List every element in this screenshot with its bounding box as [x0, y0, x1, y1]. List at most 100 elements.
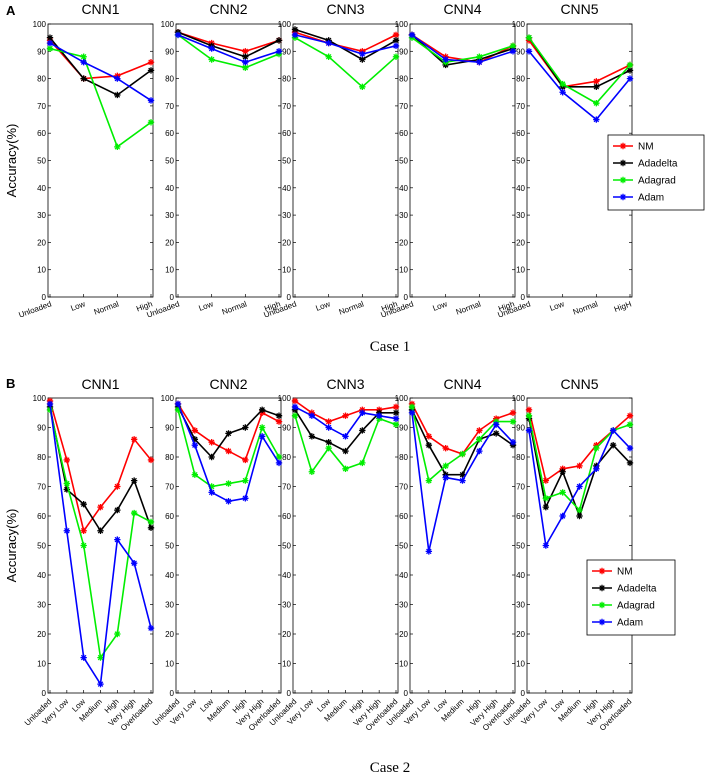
y-tick-label: 20: [282, 630, 291, 639]
point-adagrad: [147, 518, 155, 526]
line-adagrad: [528, 37, 631, 105]
point-adagrad: [408, 403, 416, 411]
point-adam: [275, 459, 283, 467]
y-tick-label: 30: [165, 211, 174, 220]
series-adagrad: [291, 412, 400, 475]
series-adam: [408, 409, 517, 555]
point-adadelta: [576, 512, 583, 520]
subplot-cnn1-case-1: CNN1 0 10 20 30 40 50 60 70 80 90 100 Unloaded Low Nor…: [17, 1, 155, 320]
y-tick-label: 70: [282, 102, 291, 111]
point-adam: [225, 498, 232, 505]
point-adagrad: [559, 80, 566, 88]
y-tick-label: 80: [165, 75, 174, 84]
point-adagrad: [525, 34, 533, 41]
point-nm: [392, 403, 400, 411]
point-adadelta: [542, 503, 550, 511]
y-tick-label: 20: [37, 630, 46, 639]
point-adam: [542, 542, 550, 549]
y-tick-label: 30: [165, 601, 174, 610]
point-adam: [392, 42, 400, 50]
point-adagrad: [342, 465, 349, 472]
point-nm: [242, 48, 249, 55]
point-adadelta: [593, 83, 600, 90]
y-tick-label: 60: [516, 129, 525, 138]
legend-swatch-marker: [598, 601, 606, 609]
legend-swatch-marker: [619, 159, 627, 167]
legend-label: NM: [638, 142, 654, 153]
series-adam: [525, 48, 634, 123]
point-adadelta: [242, 424, 249, 431]
case-label-2: Case 2: [370, 760, 410, 776]
y-tick-label: 80: [516, 453, 525, 462]
point-adam: [609, 427, 617, 434]
y-tick-label: 60: [282, 512, 291, 521]
y-tick-label: 0: [521, 293, 526, 302]
y-tick-label: 0: [170, 689, 175, 698]
y-tick-label: 30: [516, 601, 525, 610]
x-tick-label-unloaded: Unloaded: [17, 299, 52, 319]
point-adagrad: [476, 53, 483, 60]
line-adagrad: [49, 47, 152, 149]
plot-frame: [409, 397, 516, 694]
point-nm: [114, 483, 121, 490]
subplot-title: CNN4: [443, 1, 481, 17]
subplot-title: CNN3: [326, 1, 364, 17]
point-adadelta: [147, 67, 155, 74]
y-tick-label: 90: [516, 47, 525, 56]
y-tick-label: 10: [282, 266, 291, 275]
y-tick-label: 90: [37, 47, 46, 56]
y-tick-label: 90: [37, 424, 46, 433]
y-tick-label: 0: [404, 689, 409, 698]
legend-label: NM: [617, 567, 633, 578]
point-adadelta: [342, 447, 349, 455]
y-tick-label: 70: [165, 102, 174, 111]
point-nm: [147, 456, 155, 464]
y-tick-label: 10: [165, 266, 174, 275]
subplot-title: CNN5: [560, 1, 598, 17]
y-tick-label: 50: [37, 542, 46, 551]
y-tick-label: 10: [165, 660, 174, 669]
point-adam: [525, 48, 533, 55]
point-adam: [242, 59, 249, 66]
y-tick-label: 100: [512, 20, 526, 29]
y-tick-label: 60: [516, 512, 525, 521]
point-adagrad: [626, 61, 634, 69]
y-tick-label: 40: [282, 184, 291, 193]
subplot-title: CNN1: [81, 1, 119, 17]
series-adagrad: [291, 34, 400, 90]
y-tick-label: 20: [399, 238, 408, 247]
point-adadelta: [325, 439, 332, 446]
point-adadelta: [492, 430, 500, 437]
y-tick-label: 50: [516, 542, 525, 551]
x-tick-label-normal: Normal: [455, 299, 483, 316]
point-adam: [174, 31, 182, 39]
point-adam: [442, 474, 449, 481]
point-adagrad: [242, 64, 249, 71]
legend-item-nm: NM: [592, 567, 633, 578]
series-adadelta: [46, 34, 155, 99]
point-nm: [425, 433, 433, 440]
point-nm: [593, 78, 600, 85]
legend-item-adadelta: Adadelta: [592, 584, 657, 595]
y-tick-label: 90: [516, 424, 525, 433]
point-adam: [509, 48, 517, 55]
point-adam: [63, 527, 71, 534]
plot-frame: [409, 23, 516, 298]
legend-label: Adadelta: [638, 159, 678, 170]
y-tick-label: 90: [399, 47, 408, 56]
y-tick-label: 100: [161, 20, 175, 29]
series-nm: [46, 37, 155, 82]
point-adadelta: [626, 459, 634, 467]
point-nm: [275, 418, 283, 425]
point-adagrad: [576, 506, 583, 514]
y-tick-label: 40: [399, 571, 408, 580]
plot-frame: [175, 23, 282, 298]
legend-swatch-marker: [619, 193, 627, 201]
y-tick-label: 20: [165, 630, 174, 639]
y-tick-label: 90: [282, 47, 291, 56]
point-adadelta: [80, 75, 87, 82]
y-tick-label: 80: [399, 75, 408, 84]
series-nm: [525, 406, 634, 484]
point-adagrad: [459, 450, 466, 458]
